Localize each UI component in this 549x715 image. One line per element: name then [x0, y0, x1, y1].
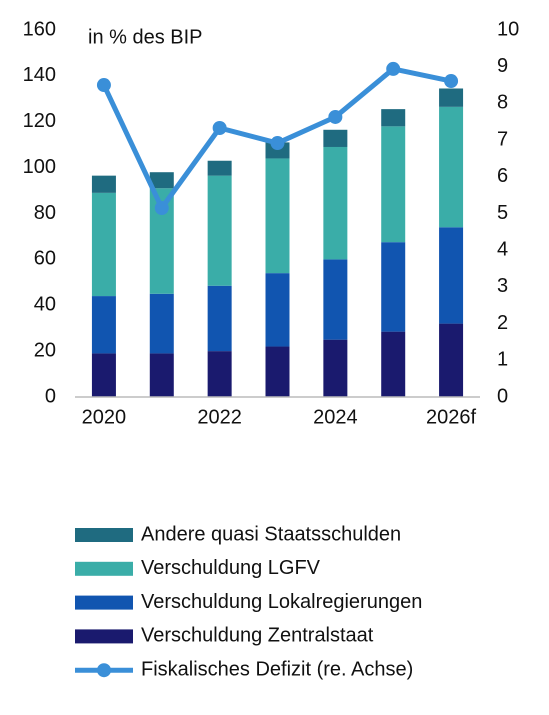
line-marker	[270, 136, 285, 151]
bar-segment	[207, 285, 232, 352]
y-tick-label: 0	[45, 385, 56, 407]
bar-segment	[91, 175, 116, 193]
line-marker	[444, 74, 459, 89]
y2-tick-label: 4	[497, 238, 508, 260]
y-tick-label: 100	[23, 156, 56, 178]
x-tick-label: 2020	[82, 406, 127, 428]
bar-segment	[207, 160, 232, 176]
legend-label: Verschuldung LGFV	[141, 557, 321, 579]
bar-segment	[265, 273, 290, 347]
y-tick-label: 20	[34, 339, 56, 361]
y-tick-label: 120	[23, 110, 56, 132]
bar-segment	[381, 331, 406, 397]
bar-segment	[381, 126, 406, 243]
legend-swatch	[97, 663, 111, 678]
x-tick-label: 2024	[313, 406, 358, 428]
legend-label: Verschuldung Zentralstaat	[141, 625, 374, 647]
legend-swatch	[75, 629, 133, 644]
bar-segment	[323, 129, 348, 147]
y-tick-label: 60	[34, 248, 56, 270]
y2-tick-label: 3	[497, 275, 508, 297]
bar-segment	[323, 146, 348, 260]
bar-segment	[439, 106, 464, 228]
line-marker	[386, 61, 401, 76]
y2-tick-label: 0	[497, 385, 508, 407]
bar-segment	[91, 192, 116, 297]
bar-segment	[439, 88, 464, 107]
bar-segment	[91, 296, 116, 354]
y2-tick-label: 1	[497, 349, 508, 371]
bar-segment	[149, 293, 174, 354]
line-marker	[96, 78, 111, 93]
legend-swatch	[75, 561, 133, 576]
bar-segment	[381, 242, 406, 332]
line-marker	[328, 109, 343, 124]
line-marker	[154, 200, 169, 215]
legend-label: Fiskalisches Defizit (re. Achse)	[141, 658, 413, 680]
bar-segment	[207, 175, 232, 286]
bar-segment	[91, 353, 116, 397]
legend-label: Andere quasi Staatsschulden	[141, 523, 401, 545]
y2-tick-label: 5	[497, 202, 508, 224]
bar-segment	[265, 346, 290, 397]
y-tick-label: 80	[34, 202, 56, 224]
bar-segment	[149, 172, 174, 189]
bar-segment	[381, 109, 406, 127]
axis-annotation: in % des BIP	[88, 26, 203, 48]
bar-segment	[439, 227, 464, 324]
y2-tick-label: 9	[497, 55, 508, 77]
y2-tick-label: 2	[497, 312, 508, 334]
line-marker	[212, 120, 227, 135]
y2-tick-label: 7	[497, 128, 508, 150]
legend-label: Verschuldung Lokalregierungen	[141, 591, 422, 613]
y2-tick-label: 8	[497, 92, 508, 114]
bar-segment	[265, 158, 290, 274]
y-tick-label: 140	[23, 64, 56, 86]
bar-segment	[149, 353, 174, 397]
bar-segment	[439, 323, 464, 397]
bar-segment	[207, 351, 232, 397]
y2-tick-label: 6	[497, 165, 508, 187]
bar-segment	[323, 259, 348, 340]
x-tick-label: 2022	[197, 406, 242, 428]
y2-tick-label: 10	[497, 18, 519, 40]
x-tick-label: 2026f	[426, 406, 476, 428]
legend-swatch	[75, 595, 133, 610]
y-tick-label: 160	[23, 18, 56, 40]
y-tick-label: 40	[34, 294, 56, 316]
legend-swatch	[75, 528, 133, 542]
bar-segment	[323, 339, 348, 397]
